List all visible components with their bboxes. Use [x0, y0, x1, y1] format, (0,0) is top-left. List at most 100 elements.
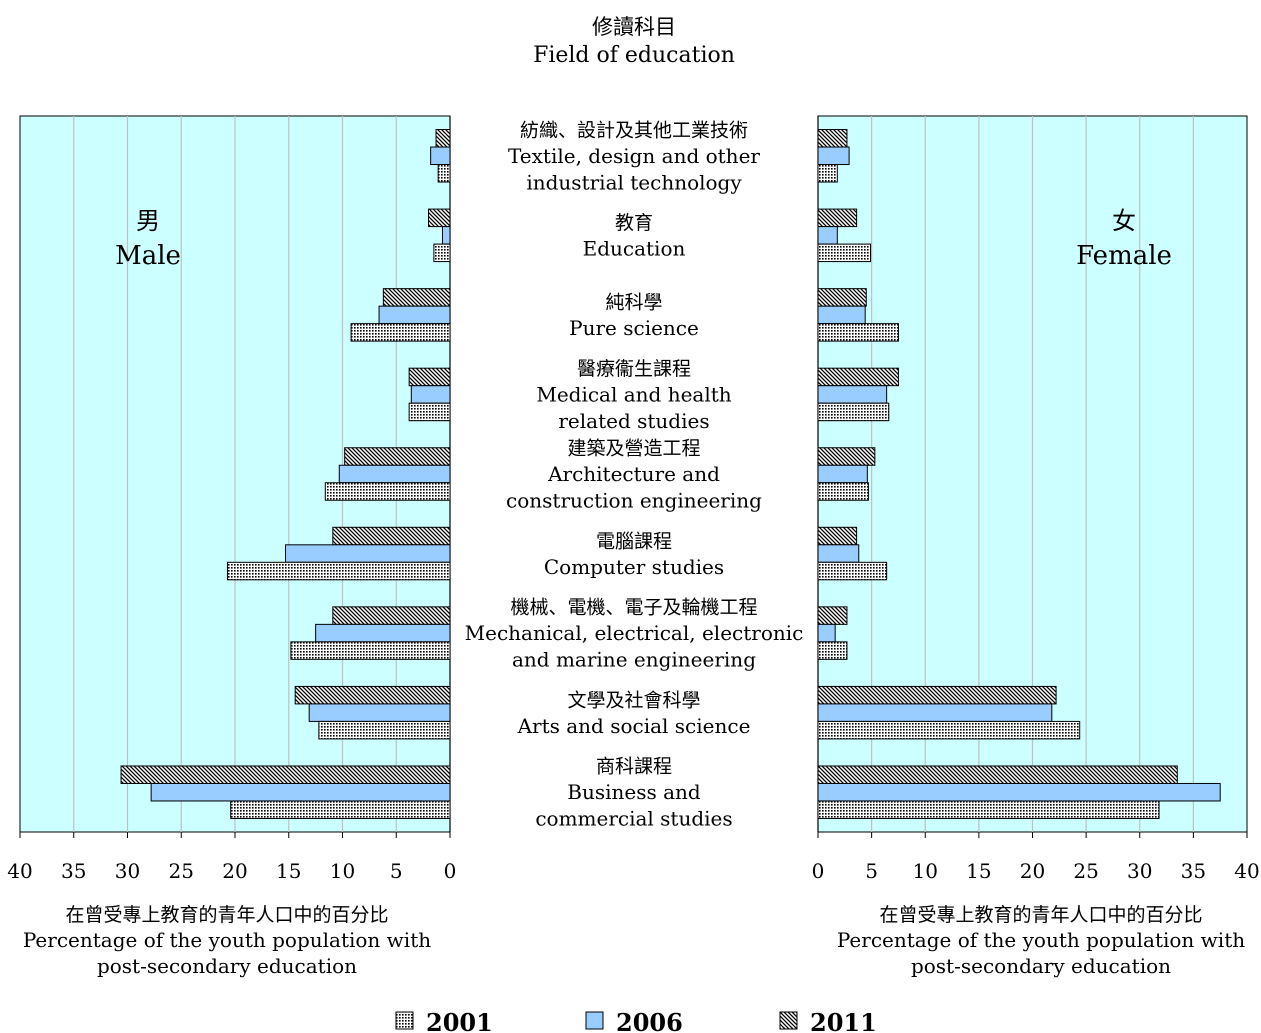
male-bar-2011: [344, 447, 451, 466]
legend-label-2006: 2006: [616, 1008, 683, 1033]
category-label-en: Computer studies: [544, 555, 724, 579]
male-xlabel-en-1: Percentage of the youth population with: [23, 928, 431, 952]
male-bar-2001: [350, 323, 451, 342]
male-bar-2011: [120, 765, 451, 784]
legend-swatch-2001: [395, 1011, 414, 1030]
female-tick-label: 20: [1020, 859, 1045, 883]
female-bar-2006: [817, 226, 838, 245]
category-label-zh: 商科課程: [596, 756, 672, 778]
male-bar-2001: [226, 561, 451, 581]
female-bar-2011: [817, 765, 1178, 784]
category-label-zh: 機械、電機、電子及輪機工程: [510, 597, 757, 619]
male-bar-2006: [430, 146, 451, 166]
female-tick-label: 25: [1073, 859, 1098, 883]
category-label-en: and marine engineering: [512, 648, 756, 672]
legend-swatch-2011: [779, 1011, 798, 1030]
male-label-en: Male: [115, 241, 181, 271]
male-xlabel-zh: 在曾受專上教育的青年人口中的百分比: [65, 904, 388, 926]
male-bar-2001: [433, 243, 451, 263]
female-bar-2011: [817, 606, 848, 625]
female-bar-2001: [817, 243, 872, 263]
category-label-en: Textile, design and other: [508, 144, 760, 168]
male-bar-2006: [410, 385, 451, 404]
female-tick-label: 10: [913, 859, 938, 883]
male-tick-label: 20: [222, 859, 247, 883]
male-bar-2011: [382, 288, 451, 307]
female-bar-2001: [817, 641, 848, 660]
male-label-zh: 男: [136, 207, 160, 235]
category-label-en: Arts and social science: [517, 714, 751, 738]
female-bar-2006: [817, 385, 888, 404]
male-tick-label: 25: [169, 859, 194, 883]
category-label-en: commercial studies: [535, 807, 732, 831]
category-label-en: related studies: [558, 409, 709, 433]
category-label-zh: 文學及社會科學: [567, 689, 700, 711]
male-bar-2006: [315, 623, 451, 643]
category-label-zh: 純科學: [605, 292, 662, 314]
category-label-en: Medical and health: [536, 382, 731, 406]
category-label-zh: 建築及營造工程: [567, 438, 700, 460]
male-bar-2006: [285, 544, 451, 563]
female-bar-2001: [817, 482, 869, 501]
female-bar-2001: [817, 800, 1160, 819]
female-bar-2011: [817, 685, 1057, 705]
male-bar-2011: [428, 208, 451, 228]
female-bar-2006: [817, 544, 860, 563]
category-labels: 紡織、設計及其他工業技術 Textile, design and otherind…: [465, 119, 804, 830]
category-label-en: Architecture and: [547, 462, 720, 486]
male-bar-2006: [150, 782, 451, 802]
category-label-zh: 教育: [615, 212, 653, 234]
male-bar-2001: [318, 720, 451, 740]
male-bar-2001: [324, 482, 451, 501]
male-bar-2006: [308, 703, 451, 722]
female-bar-2001: [817, 164, 838, 183]
category-label-en: construction engineering: [506, 489, 762, 513]
female-bar-2011: [817, 367, 899, 387]
legend-label-2011: 2011: [810, 1008, 877, 1033]
male-bar-2011: [332, 526, 451, 546]
male-bar-2001: [230, 800, 451, 819]
female-tick-label: 5: [865, 859, 878, 883]
category-label-en: Mechanical, electrical, electronic: [465, 621, 804, 645]
female-bar-2011: [817, 129, 848, 148]
female-bar-2011: [817, 288, 867, 307]
female-bar-2006: [817, 623, 836, 643]
female-tick-label: 40: [1234, 859, 1259, 883]
female-bar-2001: [817, 720, 1081, 740]
male-bar-2006: [378, 305, 451, 325]
female-bar-2001: [817, 323, 899, 342]
bars-layer: [120, 129, 1221, 819]
male-tick-label: 10: [330, 859, 355, 883]
chart-title-en: Field of education: [533, 43, 735, 68]
male-bar-2011: [294, 685, 451, 705]
male-bar-2011: [332, 606, 451, 625]
female-tick-label: 0: [812, 859, 825, 883]
chart-title-zh: 修讀科目: [592, 15, 676, 39]
male-tick-label: 30: [115, 859, 140, 883]
category-label-zh: 醫療衞生課程: [577, 358, 691, 380]
male-bar-2006: [441, 226, 451, 245]
ticks-layer: 0 0 5 5 10 10 15 15 20 20 25 25 30 30 35 35 40 40: [7, 832, 1260, 883]
female-bar-2001: [817, 402, 890, 422]
female-tick-label: 15: [966, 859, 991, 883]
category-label-en: Pure science: [569, 316, 699, 340]
female-bar-2006: [817, 464, 868, 484]
male-bar-2011: [408, 367, 451, 387]
category-label-en: Education: [583, 237, 686, 261]
female-bar-2001: [817, 561, 888, 581]
male-xlabel-en-2: post-secondary education: [97, 954, 357, 978]
female-label-en: Female: [1076, 241, 1172, 271]
category-label-zh: 電腦課程: [596, 530, 672, 552]
male-tick-label: 5: [390, 859, 403, 883]
male-bar-2001: [437, 164, 451, 183]
male-tick-label: 40: [7, 859, 32, 883]
legend: 2001 2006 2011: [395, 1008, 877, 1033]
legend-swatch-2006: [585, 1011, 604, 1030]
female-bar-2011: [817, 447, 876, 466]
female-bar-2011: [817, 526, 858, 546]
legend-label-2001: 2001: [426, 1008, 493, 1033]
female-bar-2006: [817, 782, 1221, 802]
male-bar-2001: [290, 641, 451, 660]
female-bar-2006: [817, 305, 866, 325]
